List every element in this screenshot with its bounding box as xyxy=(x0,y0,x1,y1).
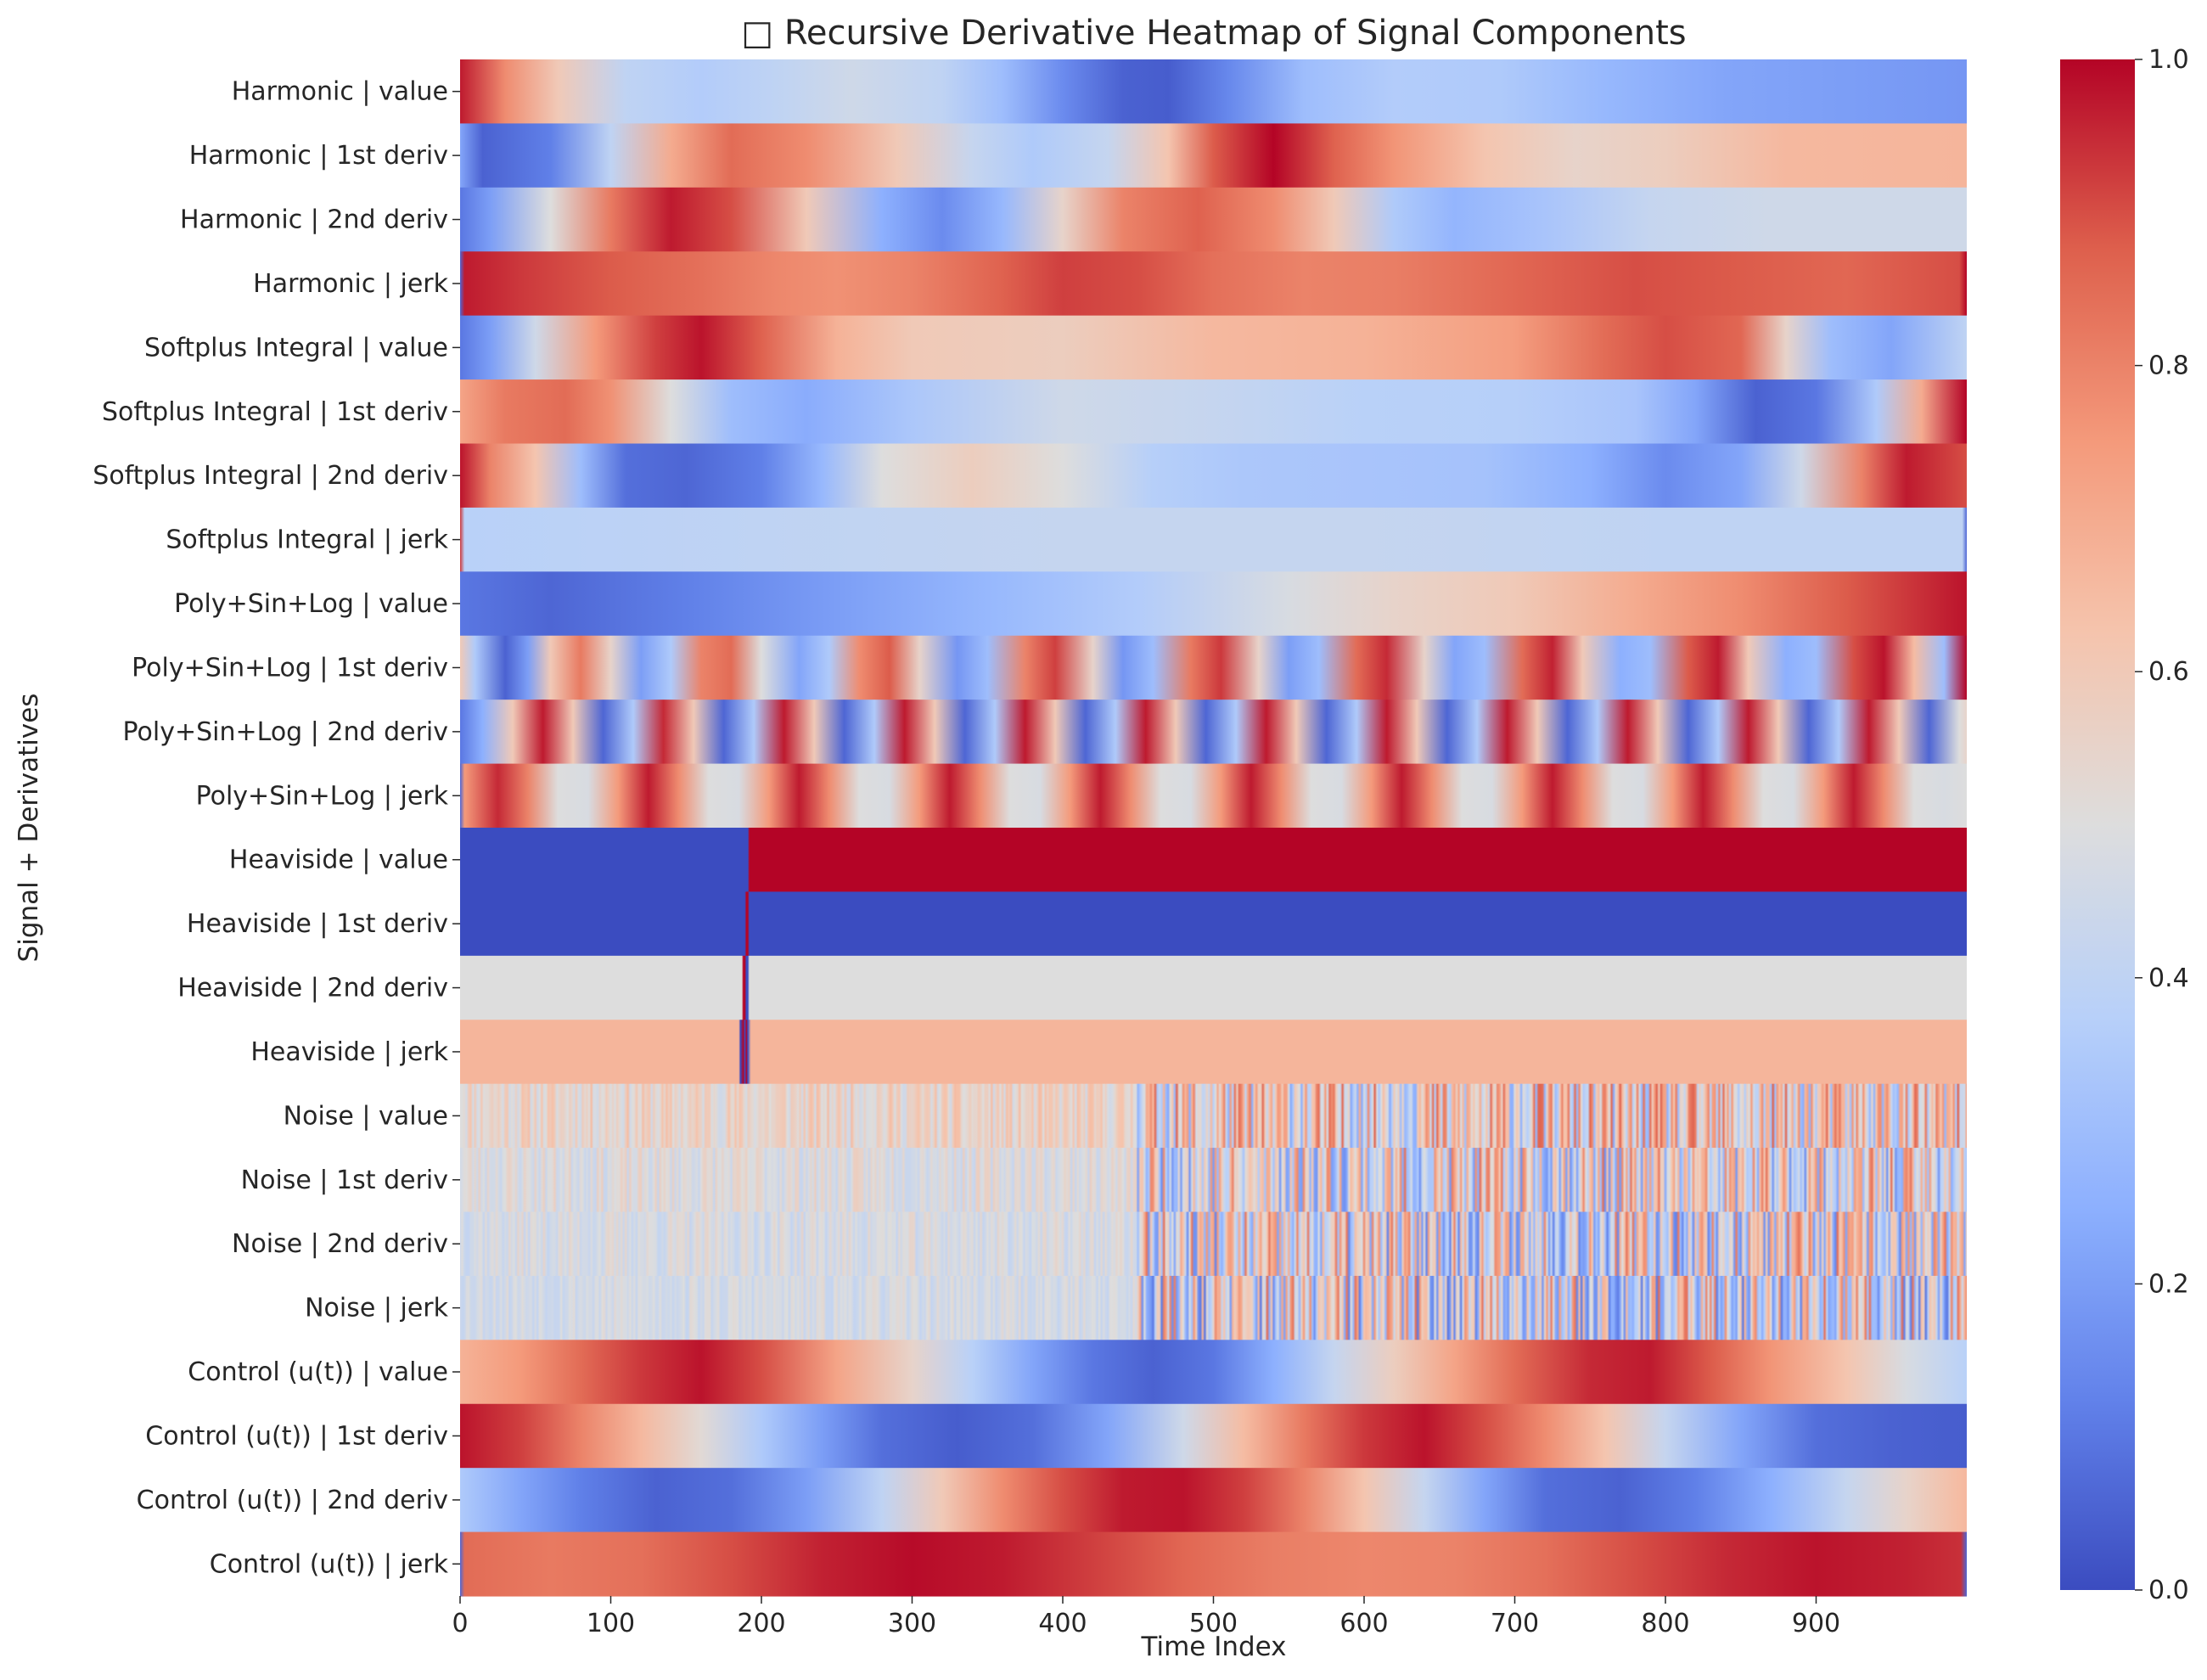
heatmap-row xyxy=(460,891,1967,957)
heatmap-row xyxy=(460,763,1967,829)
x-axis: 0 100 200 300 400 500 600 700 800 900 xyxy=(452,1596,1840,1638)
row-label: Poly+Sin+Log | 1st deriv xyxy=(132,653,448,683)
row-label: Softplus Integral | 1st deriv xyxy=(102,397,448,427)
row-label: Poly+Sin+Log | 2nd deriv xyxy=(123,717,449,747)
x-tick-label: 600 xyxy=(1339,1609,1388,1638)
x-tick-label: 400 xyxy=(1038,1609,1087,1638)
x-tick-label: 700 xyxy=(1491,1609,1539,1638)
row-label: Harmonic | 2nd deriv xyxy=(180,205,448,235)
heatmap-row xyxy=(460,1403,1967,1469)
heatmap-row xyxy=(460,1275,1967,1340)
heatmap-row xyxy=(460,1083,1967,1149)
x-tick-label: 300 xyxy=(888,1609,936,1638)
colorbar-tick-label: 1.0 xyxy=(2148,45,2189,75)
row-label: Harmonic | jerk xyxy=(253,269,448,299)
y-axis-title: Signal + Derivatives xyxy=(14,694,44,963)
x-tick-label: 900 xyxy=(1792,1609,1840,1638)
heatmap-row xyxy=(460,507,1967,572)
row-label: Harmonic | 1st deriv xyxy=(189,141,448,171)
heatmap-row xyxy=(460,571,1967,637)
row-label: Control (u(t)) | value xyxy=(188,1357,448,1387)
row-label: Control (u(t)) | 1st deriv xyxy=(145,1421,448,1451)
colorbar-tick-label: 0.8 xyxy=(2148,351,2189,381)
row-label: Heaviside | value xyxy=(229,846,448,875)
row-label: Softplus Integral | 2nd deriv xyxy=(93,461,448,491)
heatmap-row xyxy=(460,1148,1967,1213)
x-axis-title: Time Index xyxy=(1140,1632,1286,1662)
row-label: Heaviside | jerk xyxy=(250,1037,448,1067)
row-label: Heaviside | 1st deriv xyxy=(187,909,448,939)
heatmap-row xyxy=(460,1211,1967,1277)
heatmap-row xyxy=(460,635,1967,700)
row-label: Softplus Integral | jerk xyxy=(166,525,448,555)
row-label: Noise | 2nd deriv xyxy=(232,1229,448,1259)
heatmap-row xyxy=(460,443,1967,508)
row-label: Poly+Sin+Log | value xyxy=(174,589,448,619)
colorbar-tick-label: 0.6 xyxy=(2148,657,2189,687)
row-labels: Harmonic | value Harmonic | 1st deriv Harm… xyxy=(93,77,460,1579)
heatmap-row xyxy=(460,187,1967,252)
row-label: Noise | jerk xyxy=(305,1294,449,1323)
row-label: Softplus Integral | value xyxy=(144,333,448,362)
heatmap-row xyxy=(460,379,1967,445)
row-label: Harmonic | value xyxy=(232,77,448,107)
row-label: Poly+Sin+Log | jerk xyxy=(196,781,449,811)
heatmap-row xyxy=(460,828,1967,893)
heatmap-row xyxy=(460,955,1967,1020)
x-tick-label: 800 xyxy=(1641,1609,1689,1638)
heatmap-row xyxy=(460,1340,1967,1405)
colorbar: 0.0 0.2 0.4 0.6 0.8 1.0 xyxy=(2060,45,2189,1605)
heatmap-row xyxy=(460,1468,1967,1533)
colorbar-gradient xyxy=(2060,59,2135,1590)
chart-title: □ Recursive Derivative Heatmap of Signal… xyxy=(741,14,1686,53)
colorbar-tick-label: 0.4 xyxy=(2148,964,2189,993)
heatmap-row xyxy=(460,123,1967,188)
row-label: Heaviside | 2nd deriv xyxy=(177,974,448,1003)
heatmap-row xyxy=(460,1531,1967,1597)
x-tick-label: 0 xyxy=(452,1609,468,1638)
colorbar-tick-label: 0.2 xyxy=(2148,1269,2189,1299)
heatmap-row xyxy=(460,315,1967,380)
row-label: Noise | 1st deriv xyxy=(241,1166,448,1195)
heatmap-row xyxy=(460,1020,1967,1085)
x-tick-label: 200 xyxy=(737,1609,785,1638)
heatmap-row xyxy=(460,59,1967,125)
x-tick-label: 500 xyxy=(1189,1609,1238,1638)
row-label: Control (u(t)) | jerk xyxy=(210,1549,449,1579)
heatmap-row xyxy=(460,700,1967,765)
heatmap-row xyxy=(460,251,1967,317)
heatmap-rows xyxy=(460,59,1967,1597)
row-label: Control (u(t)) | 2nd deriv xyxy=(137,1486,448,1515)
x-tick-label: 100 xyxy=(587,1609,635,1638)
colorbar-tick-label: 0.0 xyxy=(2148,1576,2189,1605)
row-label: Noise | value xyxy=(284,1101,448,1131)
